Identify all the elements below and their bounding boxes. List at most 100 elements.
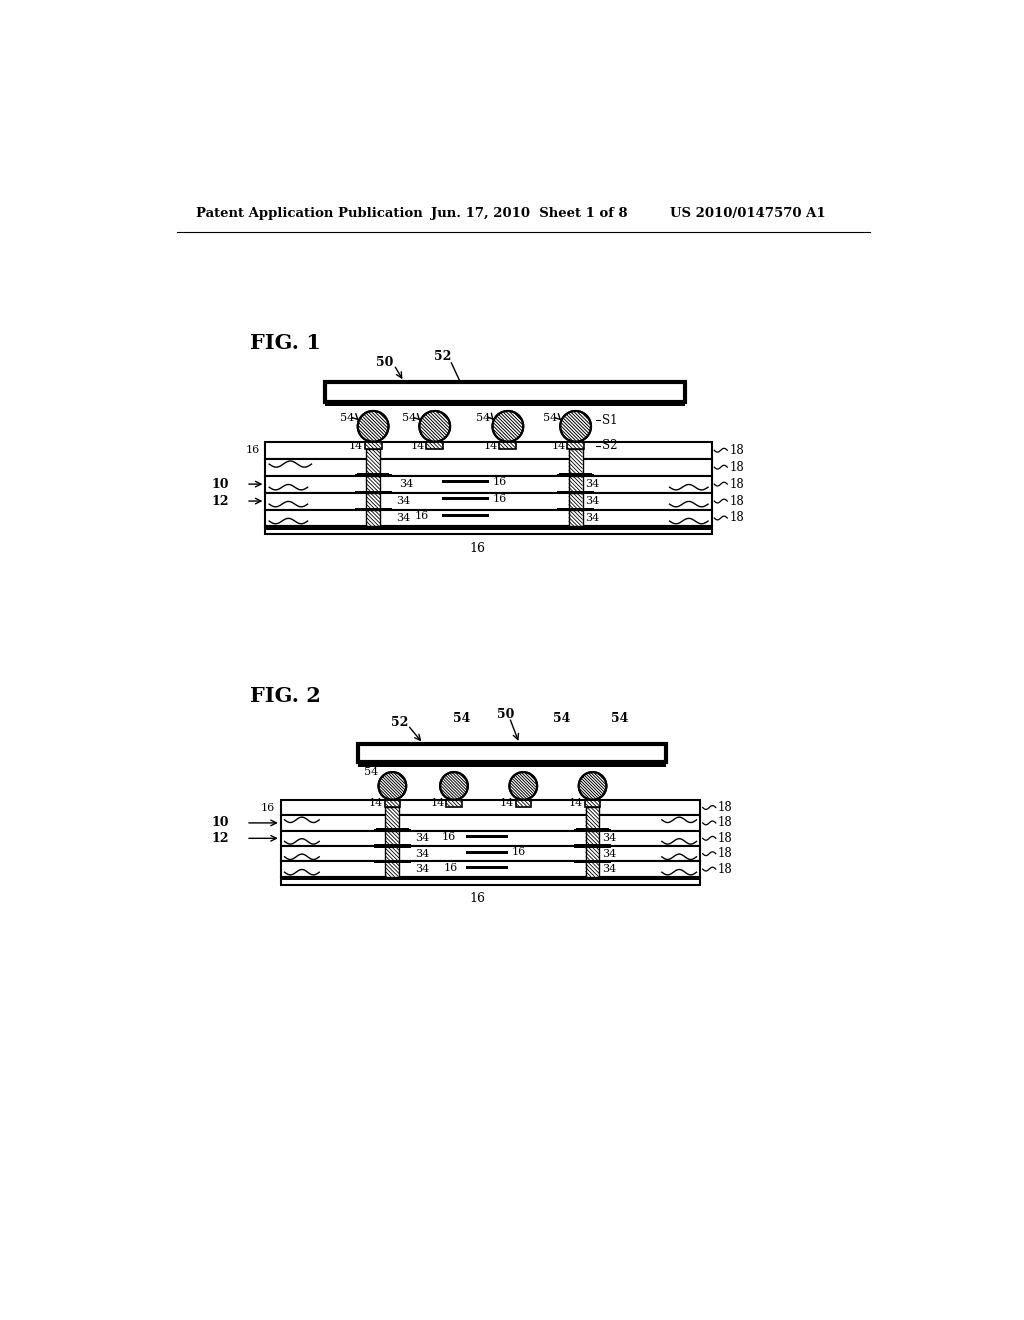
Bar [385,800,400,807]
Bar [586,862,599,876]
Bar [446,800,462,807]
Text: 16: 16 [512,847,526,857]
Bar [374,829,411,832]
Text: 34: 34 [396,496,411,506]
Bar [442,498,488,500]
Bar [568,475,583,492]
Bar [586,807,599,830]
Bar [385,846,399,862]
Bar [574,859,611,863]
Text: 16: 16 [443,862,458,873]
Bar [568,492,583,510]
Bar [367,475,380,492]
Text: 34: 34 [585,479,599,490]
Text: 54: 54 [543,413,557,422]
Text: 52: 52 [434,350,452,363]
Text: 34: 34 [416,865,430,874]
Bar [265,475,712,492]
Text: 14: 14 [569,797,584,808]
Bar [281,876,700,880]
Text: 18: 18 [730,444,744,457]
Text: 12: 12 [212,832,229,845]
Text: 16: 16 [261,803,275,813]
Text: S1: S1 [602,413,617,426]
Bar [442,515,488,517]
Circle shape [579,772,606,800]
Circle shape [379,772,407,800]
Circle shape [357,411,388,442]
Bar [577,829,608,830]
Text: 18: 18 [718,847,733,861]
Text: US 2010/0147570 A1: US 2010/0147570 A1 [670,207,825,220]
Text: 14: 14 [483,441,498,450]
Bar [586,846,599,862]
Circle shape [560,411,591,442]
Text: 54: 54 [402,413,416,422]
Text: 18: 18 [730,495,744,508]
Bar [466,850,508,854]
Text: 18: 18 [730,478,744,491]
Bar [281,816,700,830]
Text: 34: 34 [399,479,414,490]
Bar [374,845,411,847]
Bar [574,845,611,847]
Bar [265,527,712,529]
Bar [426,442,443,449]
Text: 16: 16 [469,892,485,906]
Bar [325,381,685,401]
Text: 34: 34 [602,865,616,874]
Text: 34: 34 [416,833,430,843]
Bar [367,510,380,527]
Text: Jun. 17, 2010  Sheet 1 of 8: Jun. 17, 2010 Sheet 1 of 8 [431,207,628,220]
Text: 16: 16 [441,832,456,842]
Bar [281,846,700,862]
Bar [357,762,666,767]
Text: 54: 54 [453,711,470,725]
Bar [442,480,488,483]
Text: 14: 14 [430,797,444,808]
Text: 18: 18 [718,862,733,875]
Text: 54: 54 [611,711,628,725]
Text: 16: 16 [493,477,507,487]
Text: S2: S2 [602,440,617,453]
Circle shape [440,772,468,800]
Text: 34: 34 [416,849,430,859]
Circle shape [493,411,523,442]
Bar [265,510,712,527]
Bar [365,442,382,449]
Text: 12: 12 [212,495,229,508]
Text: 18: 18 [718,832,733,845]
Text: 18: 18 [730,511,744,524]
Bar [568,510,583,527]
Bar [354,491,391,494]
Circle shape [509,772,538,800]
Bar [376,829,409,830]
Text: 14: 14 [500,797,514,808]
Text: 18: 18 [730,461,744,474]
Bar [568,449,583,475]
Bar [281,862,700,876]
Bar [281,876,700,884]
Bar [357,743,666,762]
Text: 50: 50 [497,708,514,721]
Bar [357,474,389,475]
Bar [385,862,399,876]
Bar [281,830,700,846]
Text: Patent Application Publication: Patent Application Publication [196,207,423,220]
Text: 14: 14 [369,797,383,808]
Text: 34: 34 [396,513,411,523]
Text: 34: 34 [585,496,599,506]
Text: 14: 14 [551,441,565,450]
Text: 54: 54 [553,711,570,725]
Text: 10: 10 [212,816,229,829]
Bar [574,829,611,832]
Text: 16: 16 [493,494,507,504]
Bar [585,800,600,807]
Text: 18: 18 [718,801,733,814]
Text: 18: 18 [718,816,733,829]
Bar [367,492,380,510]
Text: 50: 50 [376,356,393,370]
Text: 34: 34 [602,849,616,859]
Bar [466,866,508,869]
Bar [354,508,391,511]
